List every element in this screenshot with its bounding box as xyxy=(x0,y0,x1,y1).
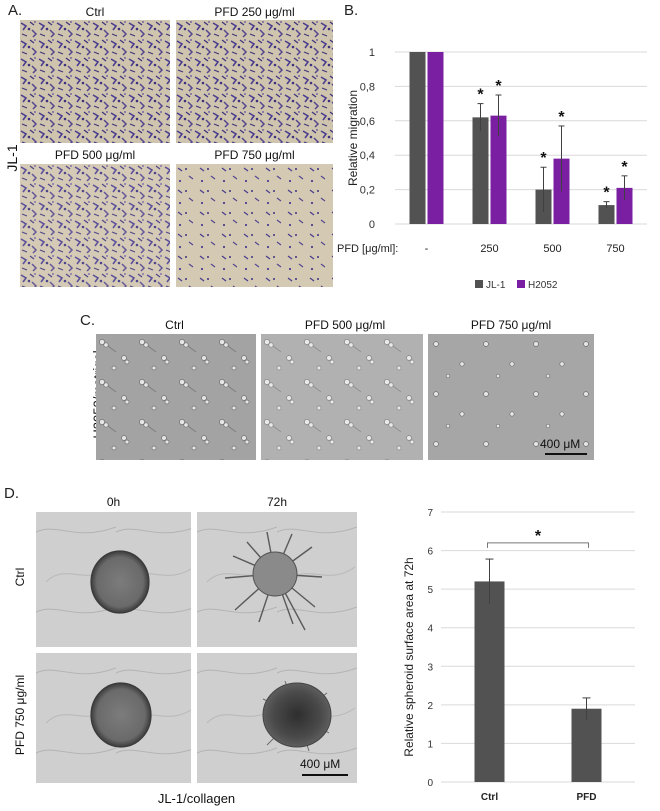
chart-b-xlabel: PFD [μg/ml]: xyxy=(337,243,398,255)
chart-b-significance-star: * xyxy=(495,78,502,95)
chart-b-significance-star: * xyxy=(477,87,484,104)
panel-a-label-pfd750: PFD 750 μg/ml xyxy=(214,148,295,162)
chart-b-xtick: - xyxy=(425,243,429,255)
migration-chart: Relative migration 0 0,2 0,4 0,6 0,8 1 - 250 500 7… xyxy=(337,47,647,291)
spheroid-image-ctrl-72h xyxy=(197,512,357,647)
chart-b-legend-label: H2052 xyxy=(528,280,558,291)
chart-d-significance-bracket xyxy=(487,542,589,548)
spheroid-image-pfd-0h xyxy=(36,653,191,783)
spheroid-image-ctrl-0h xyxy=(36,512,191,647)
chart-b-bar xyxy=(490,115,507,224)
invasion-image-pfd500 xyxy=(20,164,170,287)
chart-d-xtick: Ctrl xyxy=(481,792,498,803)
panel-d-row-ctrl: Ctrl xyxy=(13,567,27,587)
chart-d-significance-star: * xyxy=(535,528,542,545)
chart-b-significance-star: * xyxy=(603,185,610,202)
matrigel-image-ctrl xyxy=(96,334,256,460)
panel-b-letter: B. xyxy=(344,2,359,19)
panel-c-label-pfd750: PFD 750 μg/ml xyxy=(470,318,552,332)
chart-d-ytick: 3 xyxy=(427,662,433,673)
chart-d-ylabel: Relative spheroid surface area at 72h xyxy=(402,557,416,756)
chart-b-xtick: 250 xyxy=(480,243,498,255)
panel-d-scale-bar xyxy=(302,774,348,776)
chart-d-bar xyxy=(571,708,602,782)
chart-b-ytick: 0 xyxy=(369,219,375,231)
panel-d-col-72h: 72h xyxy=(266,495,288,509)
chart-b-ytick: 0,2 xyxy=(360,185,375,197)
chart-b-bar xyxy=(598,205,615,224)
chart-b-legend-swatch xyxy=(517,280,525,288)
panel-a-letter: A. xyxy=(8,2,23,19)
chart-d-ytick: 2 xyxy=(427,701,433,712)
chart-d-xtick: PFD xyxy=(577,792,597,803)
panel-d-scale-text: 400 μM xyxy=(300,757,341,771)
matrigel-image-pfd500 xyxy=(261,334,423,460)
chart-d-ytick: 6 xyxy=(427,547,433,558)
chart-b-ytick: 0,8 xyxy=(360,81,375,93)
chart-b-bar xyxy=(472,117,489,224)
chart-b-legend-label: JL-1 xyxy=(486,280,506,291)
chart-b-ytick: 0,4 xyxy=(360,150,375,162)
panel-a-label-pfd250: PFD 250 μg/ml xyxy=(214,5,295,19)
panel-a-label-ctrl: Ctrl xyxy=(85,5,105,19)
panel-c-scale-text: 400 μM xyxy=(540,437,581,451)
panel-c-label-pfd500: PFD 500 μg/ml xyxy=(304,318,386,332)
panel-c-scale-bar xyxy=(545,453,587,455)
chart-b-ylabel: Relative migration xyxy=(346,90,360,186)
chart-d-ytick: 7 xyxy=(427,508,433,519)
chart-b-bar xyxy=(409,52,426,224)
panel-c-label-ctrl: Ctrl xyxy=(165,318,184,332)
chart-b-legend-swatch xyxy=(475,280,483,288)
panel-a-label-pfd500: PFD 500 μg/ml xyxy=(54,148,136,162)
panel-d-letter: D. xyxy=(4,485,19,502)
matrigel-image-pfd750 xyxy=(428,334,594,460)
chart-d-bar xyxy=(474,581,505,782)
chart-b-ytick: 1 xyxy=(369,47,375,59)
panel-a-row-label: JL-1 xyxy=(4,144,20,172)
chart-b-significance-star: * xyxy=(558,109,565,126)
chart-d-ytick: 5 xyxy=(427,585,433,596)
chart-b-xtick: 500 xyxy=(543,243,561,255)
invasion-image-ctrl xyxy=(20,20,170,143)
invasion-image-pfd750 xyxy=(176,164,333,287)
chart-b-ytick: 0,6 xyxy=(360,116,375,128)
chart-b-significance-star: * xyxy=(621,159,628,176)
chart-b-xtick: 750 xyxy=(606,243,624,255)
chart-b-bar xyxy=(616,187,633,224)
chart-d-ytick: 0 xyxy=(427,778,433,789)
panel-d-col-0h: 0h xyxy=(106,495,121,509)
chart-b-significance-star: * xyxy=(540,150,547,167)
panel-c-letter: C. xyxy=(80,312,95,329)
panel-d-row-pfd: PFD 750 μg/ml xyxy=(13,674,27,756)
spheroid-image-pfd-72h xyxy=(197,653,357,783)
chart-d-ytick: 1 xyxy=(427,739,433,750)
chart-d-ytick: 4 xyxy=(427,624,433,635)
chart-b-bar xyxy=(427,52,444,224)
invasion-image-pfd250 xyxy=(176,20,333,143)
panel-d-bottom-label: JL-1/collagen xyxy=(157,791,236,806)
spheroid-area-chart: Relative spheroid surface area at 72h 0 1 2… xyxy=(402,508,635,803)
